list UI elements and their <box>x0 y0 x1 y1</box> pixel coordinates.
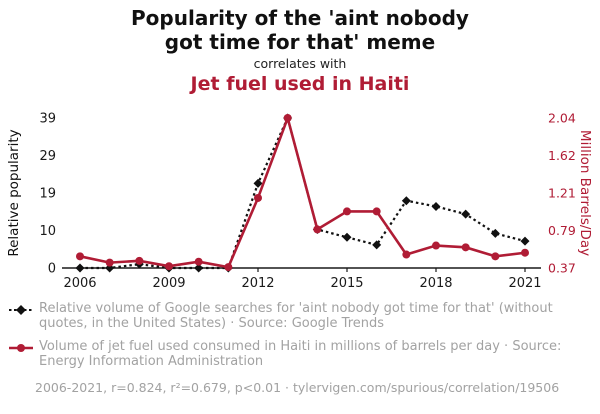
chart-legend: Relative volume of Google searches for '… <box>8 301 594 376</box>
svg-text:0.79: 0.79 <box>548 223 576 238</box>
footer-stats: 2006-2021, r=0.824, r²=0.679, p<0.01 · t… <box>35 380 560 395</box>
page-title: Popularity of the 'aint nobody got time … <box>131 6 469 55</box>
solid-circle-series-icon <box>9 343 33 352</box>
svg-text:2018: 2018 <box>419 276 452 291</box>
svg-text:29: 29 <box>39 149 56 164</box>
correlates-with-label: correlates with <box>253 56 347 71</box>
legend-item-jetfuel: Volume of jet fuel used consumed in Hait… <box>8 339 594 370</box>
svg-text:0: 0 <box>48 262 56 277</box>
svg-text:1.62: 1.62 <box>548 148 576 163</box>
svg-text:2006: 2006 <box>63 276 96 291</box>
svg-text:2.04: 2.04 <box>548 111 576 126</box>
secondary-title: Jet fuel used in Haiti <box>190 73 410 95</box>
svg-text:2012: 2012 <box>241 276 274 291</box>
svg-text:1.21: 1.21 <box>548 186 576 201</box>
legend-item-meme: Relative volume of Google searches for '… <box>8 301 594 332</box>
svg-text:10: 10 <box>39 224 56 239</box>
svg-text:0.37: 0.37 <box>548 261 576 276</box>
svg-text:19: 19 <box>39 187 56 202</box>
svg-text:2009: 2009 <box>152 276 185 291</box>
svg-text:2021: 2021 <box>508 276 541 291</box>
svg-text:2015: 2015 <box>330 276 363 291</box>
svg-text:39: 39 <box>39 112 56 127</box>
dashed-diamond-series-icon <box>9 305 33 315</box>
legend-item-meme-label: Relative volume of Google searches for '… <box>39 301 553 332</box>
legend-item-jetfuel-label: Volume of jet fuel used consumed in Hait… <box>39 338 562 369</box>
chart-plot: 2006 2009 2012 2015 2018 2021 0 10 19 29 39 0.37 0.7… <box>39 111 576 292</box>
